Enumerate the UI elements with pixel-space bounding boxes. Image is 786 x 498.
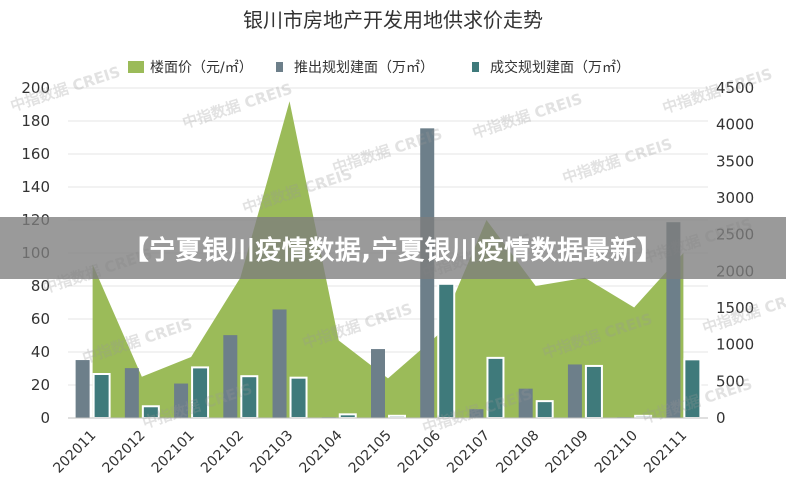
banner-text: 【宁夏银川疫情数据,宁夏银川疫情数据最新】: [122, 235, 664, 266]
left-tick-label: 40: [31, 343, 50, 361]
x-tick-label: 202105: [346, 428, 395, 477]
deal-bar: [92, 373, 111, 419]
legend-label: 成交规划建面（万㎡）: [490, 59, 630, 76]
deal-bar: [437, 282, 456, 419]
left-tick-label: 0: [40, 409, 50, 427]
supply-bar: [469, 409, 484, 418]
supply-bar: [371, 349, 385, 418]
supply-bar: [518, 388, 533, 418]
x-tick-label: 202107: [444, 428, 493, 477]
deal-bar: [141, 405, 160, 419]
legend-swatch-supply: [276, 62, 283, 72]
right-tick-label: 3500: [716, 152, 754, 170]
x-tick-label: 202101: [149, 428, 198, 477]
right-tick-label: 4000: [716, 116, 754, 134]
x-tick-label: 202109: [543, 428, 592, 477]
deal-bar: [486, 356, 505, 420]
left-tick-label: 20: [31, 376, 50, 394]
x-tick-label: 202110: [592, 428, 641, 477]
deal-bar: [240, 375, 259, 420]
chart-title: 银川市房地产开发用地供求价走势: [243, 8, 543, 32]
x-tick-label: 202102: [198, 428, 247, 477]
supply-bar: [124, 368, 139, 418]
x-tick-label: 202104: [296, 427, 345, 476]
supply-bar: [174, 383, 189, 418]
left-tick-label: 200: [21, 79, 50, 97]
price-area: [92, 101, 684, 418]
x-tick-label: 202011: [50, 428, 99, 477]
right-tick-label: 3000: [716, 189, 754, 207]
legend-label: 楼面价（元/㎡）: [150, 60, 253, 76]
right-tick-label: 500: [716, 372, 745, 390]
banner-overlay: 【宁夏银川疫情数据,宁夏银川疫情数据最新】: [0, 217, 786, 279]
left-tick-label: 60: [31, 310, 50, 328]
deal-bar: [338, 413, 357, 420]
right-tick-label: 0: [716, 409, 726, 427]
legend-swatch-price: [128, 61, 144, 73]
deal-bar: [683, 358, 702, 420]
legend-swatch-deal: [472, 62, 479, 72]
x-tick-label: 202111: [641, 428, 690, 477]
supply-bar: [567, 364, 582, 418]
x-tick-label: 202012: [100, 428, 149, 477]
deal-bar: [191, 366, 210, 419]
right-tick-label: 1000: [716, 336, 754, 354]
price-area-layer: [92, 101, 684, 418]
left-tick-label: 180: [21, 112, 50, 130]
legend: 楼面价（元/㎡） 推出规划建面（万㎡） 成交规划建面（万㎡）: [128, 59, 630, 76]
x-tick-label: 202108: [493, 428, 542, 477]
supply-bar: [75, 360, 90, 418]
left-tick-label: 140: [21, 178, 50, 196]
deal-bar: [289, 376, 308, 419]
deal-bar: [535, 400, 554, 419]
left-tick-label: 80: [31, 277, 50, 295]
right-tick-label: 4500: [716, 79, 754, 97]
deal-bar: [584, 364, 603, 419]
x-tick-label: 202106: [395, 427, 444, 476]
legend-label: 推出规划建面（万㎡）: [294, 60, 434, 76]
x-tick-label: 202103: [247, 428, 296, 477]
right-tick-label: 1500: [716, 299, 754, 317]
supply-bar: [272, 309, 287, 418]
left-tick-label: 160: [21, 145, 50, 163]
supply-bar: [223, 335, 238, 418]
